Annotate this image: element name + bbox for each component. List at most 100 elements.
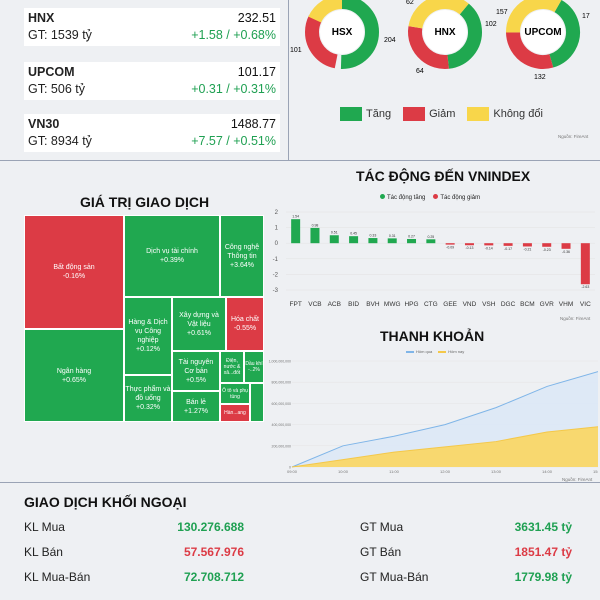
impact-data-label: -0.36 (562, 250, 570, 254)
impact-chart: 2 1 0 -1 -2 -3 1.54 FPT 0.98 VCB 0.51 ACB 0.45 BID 0.3… (273, 210, 595, 308)
liquidity-line-0 (291, 371, 598, 468)
liquidity-xtick: 15:00 (593, 469, 598, 474)
treemap-cell: Dịch vụ tài chính +0.39% (124, 215, 220, 297)
impact-data-label: 0.45 (350, 232, 357, 236)
impact-data-label: -0.21 (523, 247, 531, 251)
impact-data-label: -0.13 (465, 246, 473, 250)
impact-data-label: -0.17 (504, 247, 512, 251)
donut-hsx-down (305, 0, 379, 69)
treemap-cell: Ô tô và phụ tùng (220, 383, 250, 404)
liquidity-legend-today: Hôm nay (438, 349, 464, 354)
liquidity-xtick: 13:00 (491, 469, 502, 474)
donut-hsx-name: HSX (332, 27, 353, 38)
index-value: 232.51 (237, 11, 276, 25)
impact-legend-up: Tác động tăng (380, 194, 425, 201)
impact-bar (445, 243, 455, 245)
index-name: UPCOM (28, 65, 75, 79)
impact-category: BID (348, 301, 359, 308)
impact-ytick: 1 (275, 226, 279, 232)
impact-category: CTG (424, 301, 438, 308)
gt-sell-value: 1851.47 tỷ (514, 545, 572, 559)
index-change: +7.57 / +0.51% (191, 134, 276, 148)
impact-category: FPT (290, 301, 302, 308)
treemap-title: GIÁ TRỊ GIAO DỊCH (80, 194, 210, 210)
impact-data-label: 0.27 (408, 234, 415, 238)
donut-hnx-up-count: 102 (485, 21, 497, 28)
impact-category: BVH (366, 301, 380, 308)
impact-bar (426, 239, 436, 244)
impact-bar (561, 243, 571, 249)
impact-data-label: -0.14 (485, 246, 493, 250)
donut-hnx-hole (423, 10, 467, 54)
impact-category: DGC (501, 301, 516, 308)
treemap-cell: Xây dựng và Vật liệu +0.61% (172, 297, 226, 351)
treemap-cell: Hóa chất -0.55% (226, 297, 264, 351)
index-value: 1488.77 (230, 117, 276, 131)
impact-data-label: 0.51 (331, 231, 338, 235)
donut-hnx-down (408, 0, 482, 69)
impact-ytick: 0 (275, 241, 279, 247)
impact-bar (580, 243, 590, 285)
index-gt: GT: 1539 tỷ (28, 28, 92, 42)
treemap-cell: Hàng & Dịch vụ Công nghiệp +0.12% (124, 297, 172, 375)
impact-legend-down: Tác động giảm (433, 194, 480, 201)
index-card-hnx: HNX 232.51 GT: 1539 tỷ +1.58 / +0.68% (24, 8, 280, 46)
impact-ytick: -2 (273, 272, 279, 278)
impact-bar (542, 243, 552, 247)
donut-hnx-flat (408, 0, 482, 69)
breadth-source: Nguồn: FireAnt (558, 134, 589, 139)
impact-bar (522, 243, 532, 247)
impact-source: Nguồn: FireAnt (560, 316, 591, 321)
kl-sell-value: 57.567.976 (183, 545, 244, 559)
liquidity-ytick: 600,000,000 (272, 402, 292, 406)
kl-net-label: KL Mua-Bán (24, 570, 91, 584)
impact-bar (329, 235, 339, 244)
index-card-vn30: VN30 1488.77 GT: 8934 tỷ +7.57 / +0.51% (24, 114, 280, 152)
liquidity-line-1 (291, 426, 598, 468)
breadth-legend: Tăng Giảm Không đổi (340, 107, 543, 121)
liquidity-xtick: 11:00 (389, 469, 399, 474)
donut-hnx: HNX 62 102 64 (406, 0, 497, 75)
liquidity-xtick: 10:00 (338, 469, 349, 474)
divider-horizontal (0, 160, 600, 161)
liquidity-ytick: 0 (289, 466, 291, 470)
legend-up: Tăng (340, 107, 391, 121)
index-change: +0.31 / +0.31% (191, 82, 276, 96)
impact-data-label: 0.33 (370, 234, 377, 238)
impact-bar (503, 243, 513, 246)
donut-upcom-hole (521, 10, 565, 54)
impact-category: BCM (520, 301, 534, 308)
impact-bar (310, 227, 320, 244)
impact-bar (387, 238, 397, 244)
donut-upcom: UPCOM 157 172 132 (496, 0, 590, 81)
treemap-cell: Tài nguyên Cơ bản +0.5% (172, 351, 220, 391)
impact-bar (464, 243, 474, 246)
treemap: Bất động sản -0.16% Ngân hàng +0.65% Dịch … (24, 215, 264, 422)
index-name: HNX (28, 11, 55, 25)
impact-bar (291, 219, 301, 244)
liquidity-ytick: 1,000,000,000 (269, 360, 291, 364)
index-change: +1.58 / +0.68% (191, 28, 276, 42)
kl-sell-label: KL Bán (24, 545, 63, 559)
index-gt: GT: 8934 tỷ (28, 134, 92, 148)
donut-hsx-hole (320, 10, 364, 54)
divider-horizontal-2 (0, 482, 600, 483)
impact-ytick: -1 (273, 257, 279, 263)
liquidity-xtick: 14:00 (542, 469, 553, 474)
donut-hnx-down-count: 64 (416, 68, 424, 75)
index-gt: GT: 506 tỷ (28, 82, 85, 96)
kl-sell-row: KL Bán 57.567.976 GT Bán 1851.47 tỷ (24, 543, 574, 565)
foreign-title: GIAO DỊCH KHỐI NGOẠI (24, 494, 187, 510)
impact-category: GEE (443, 301, 457, 308)
gt-sell-label: GT Bán (360, 545, 402, 559)
donut-upcom-down-count: 132 (534, 74, 546, 81)
treemap-cell: Dầu khí -..2% (244, 351, 264, 383)
kl-net-value: 72.708.712 (183, 570, 244, 584)
liquidity-legend: Hôm qua Hôm nay (406, 349, 464, 354)
legend-down: Giảm (403, 107, 455, 121)
liquidity-source: Nguồn: FireAnt (562, 477, 593, 482)
impact-bar (349, 236, 359, 244)
liquidity-legend-yest: Hôm qua (406, 349, 432, 354)
impact-data-label: -0.23 (543, 248, 551, 252)
donut-upcom-flat-count: 157 (496, 9, 508, 16)
